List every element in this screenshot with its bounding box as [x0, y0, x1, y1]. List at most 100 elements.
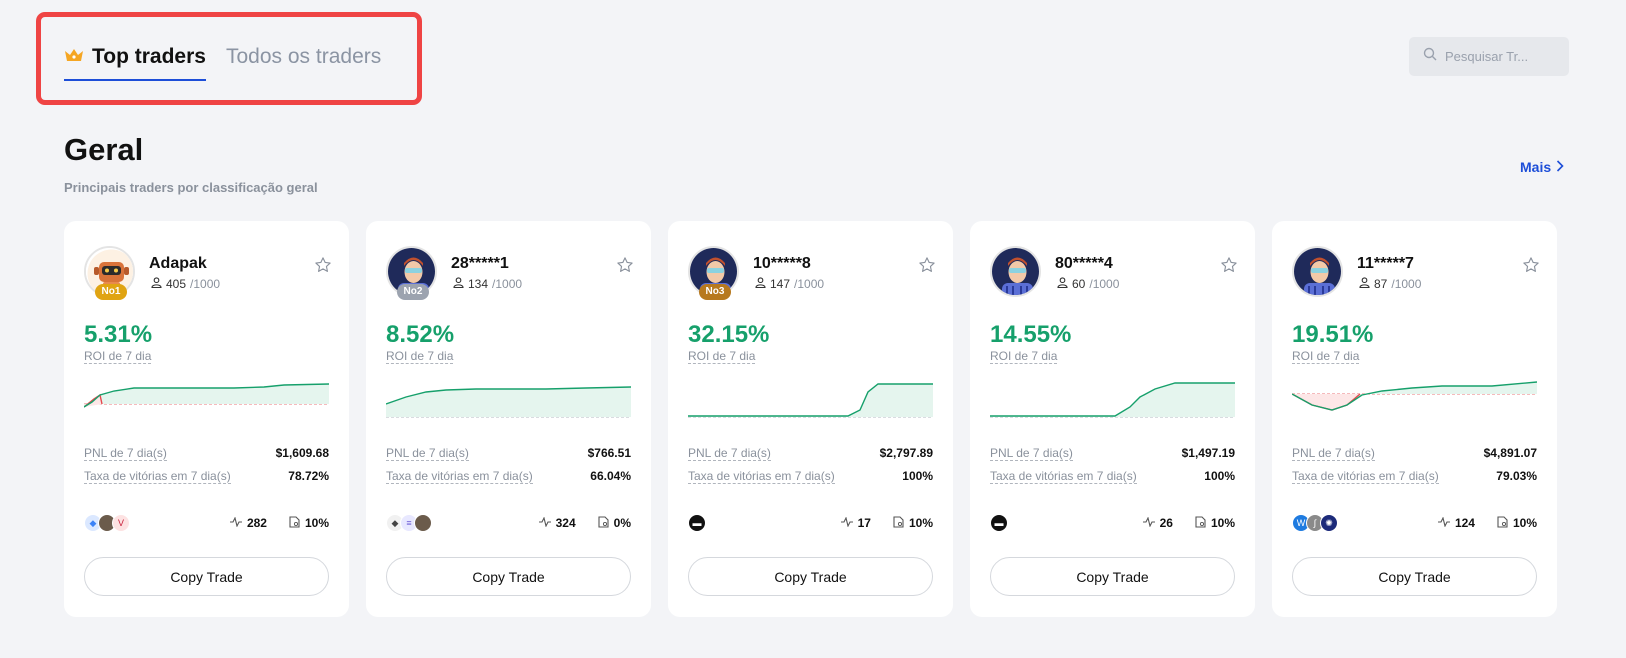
search-box[interactable]	[1409, 37, 1569, 76]
trader-name[interactable]: 11*****7	[1357, 255, 1414, 272]
card-footer: ▬ 26 10%	[990, 513, 1235, 533]
highlight-box	[36, 12, 422, 105]
star-icon[interactable]	[616, 256, 634, 279]
winrate-row: Taxa de vitórias em 7 dia(s) 78.72%	[84, 469, 329, 484]
profit-share-value: 10%	[304, 516, 329, 530]
followers-count: 134/1000	[453, 277, 522, 291]
rank-badge: No1	[95, 284, 127, 300]
trade-meta: 282 10%	[229, 515, 329, 531]
winrate-value: 78.72%	[288, 469, 329, 483]
profit-share-value: 10%	[1210, 516, 1235, 530]
followers-value: 60	[1072, 277, 1086, 291]
user-icon	[453, 277, 464, 291]
roi-label: ROI de 7 dia	[84, 349, 152, 364]
gain-area	[84, 384, 329, 407]
section-title: Geral	[64, 132, 144, 167]
trader-name[interactable]: Adapak	[149, 255, 207, 272]
copy-trade-button[interactable]: Copy Trade	[386, 557, 631, 596]
activity-icon	[1142, 516, 1155, 530]
trade-meta: 324 0%	[538, 515, 631, 531]
star-icon[interactable]	[1522, 256, 1540, 279]
card-footer: ◆ ≡ 324 0%	[386, 513, 631, 533]
pnl-label: PNL de 7 dia(s)	[990, 446, 1073, 461]
profit-share-value: 10%	[1512, 516, 1537, 530]
coin-icons: ▬	[990, 514, 1008, 532]
profit-share-value: 0%	[613, 516, 631, 530]
followers-value: 134	[468, 277, 489, 291]
trader-name[interactable]: 28*****1	[451, 255, 509, 272]
profit-share-icon	[893, 515, 904, 531]
pnl-value: $1,609.68	[275, 446, 329, 460]
gain-area	[688, 384, 933, 417]
activity-icon	[840, 516, 853, 530]
pnl-label: PNL de 7 dia(s)	[84, 446, 167, 461]
user-avatar-icon	[1294, 248, 1341, 295]
chevron-right-icon	[1556, 159, 1564, 175]
coin-icon: ◆	[386, 514, 404, 532]
pnl-row: PNL de 7 dia(s) $2,797.89	[688, 446, 933, 461]
search-icon	[1423, 47, 1437, 66]
pnl-value: $4,891.07	[1483, 446, 1537, 460]
copy-trade-button[interactable]: Copy Trade	[1292, 557, 1537, 596]
winrate-row: Taxa de vitórias em 7 dia(s) 100%	[990, 469, 1235, 484]
winrate-row: Taxa de vitórias em 7 dia(s) 66.04%	[386, 469, 631, 484]
profit-share-icon	[598, 515, 609, 531]
pnl-label: PNL de 7 dia(s)	[688, 446, 771, 461]
avatar[interactable]	[1292, 246, 1343, 297]
pnl-row: PNL de 7 dia(s) $766.51	[386, 446, 631, 461]
gain-area	[990, 383, 1235, 417]
pnl-row: PNL de 7 dia(s) $1,497.19	[990, 446, 1235, 461]
trade-meta: 124 10%	[1437, 515, 1537, 531]
star-icon[interactable]	[1220, 256, 1238, 279]
profit-share-value: 10%	[908, 516, 933, 530]
gain-area	[1292, 382, 1537, 410]
copy-trade-button[interactable]: Copy Trade	[84, 557, 329, 596]
winrate-label: Taxa de vitórias em 7 dia(s)	[990, 469, 1137, 484]
star-icon[interactable]	[918, 256, 936, 279]
tab-top-traders[interactable]: Top traders	[64, 45, 206, 81]
rank-badge: No2	[397, 284, 429, 300]
trader-card-2: No2 28*****1 134/1000 8.52% ROI de 7 dia…	[366, 221, 651, 617]
roi-label: ROI de 7 dia	[990, 349, 1058, 364]
user-icon	[1359, 277, 1370, 291]
winrate-label: Taxa de vitórias em 7 dia(s)	[688, 469, 835, 484]
coin-icons: ◆ V	[84, 514, 130, 532]
roi-label: ROI de 7 dia	[386, 349, 454, 364]
user-icon	[755, 277, 766, 291]
active-tab-indicator	[64, 79, 206, 81]
avatar[interactable]	[990, 246, 1041, 297]
copy-trade-button[interactable]: Copy Trade	[688, 557, 933, 596]
followers-capacity: /1000	[1089, 277, 1120, 291]
tab-all-traders[interactable]: Todos os traders	[226, 45, 382, 68]
card-footer: W ∫ ✺ 124 10%	[1292, 513, 1537, 533]
coin-icons: W ∫ ✺	[1292, 514, 1338, 532]
activity-icon	[538, 516, 551, 530]
pnl-row: PNL de 7 dia(s) $4,891.07	[1292, 446, 1537, 461]
trades-count: 26	[1159, 516, 1173, 530]
winrate-label: Taxa de vitórias em 7 dia(s)	[84, 469, 231, 484]
roi-sparkline	[990, 382, 1235, 418]
winrate-value: 100%	[902, 469, 933, 483]
more-label: Mais	[1520, 159, 1552, 175]
followers-capacity: /1000	[492, 277, 523, 291]
followers-count: 405/1000	[151, 277, 220, 291]
trader-name[interactable]: 10*****8	[753, 255, 811, 272]
copy-trade-button[interactable]: Copy Trade	[990, 557, 1235, 596]
trades-count: 124	[1454, 516, 1475, 530]
roi-label: ROI de 7 dia	[688, 349, 756, 364]
roi-line	[990, 382, 1235, 417]
pnl-value: $1,497.19	[1181, 446, 1235, 460]
trader-card-1: No1 Adapak 405/1000 5.31% ROI de 7 dia P…	[64, 221, 349, 617]
crown-icon	[64, 45, 84, 69]
star-icon[interactable]	[314, 256, 332, 279]
more-link[interactable]: Mais	[1520, 159, 1564, 175]
card-footer: ▬ 17 10%	[688, 513, 933, 533]
roi-line	[1292, 381, 1537, 411]
trader-card-3: No3 10*****8 147/1000 32.15% ROI de 7 di…	[668, 221, 953, 617]
roi-sparkline	[1292, 381, 1537, 411]
trades-count: 282	[246, 516, 267, 530]
roi-sparkline	[688, 383, 933, 418]
search-input[interactable]	[1445, 49, 1555, 64]
roi-value: 14.55%	[990, 321, 1072, 348]
trader-name[interactable]: 80*****4	[1055, 255, 1113, 272]
